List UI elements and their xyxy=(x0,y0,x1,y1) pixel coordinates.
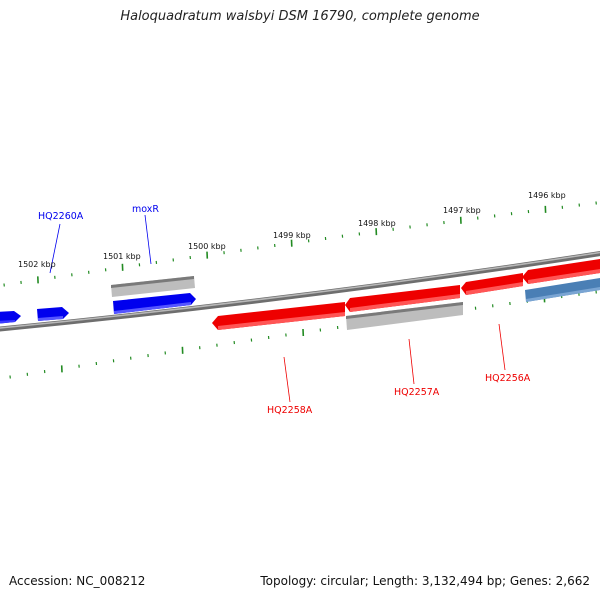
leader-hq2260a xyxy=(49,223,61,274)
genome-backbone xyxy=(0,251,600,332)
scale-label-1497: 1497 kbp xyxy=(443,206,481,215)
gene-pseudo-moxr-gray[interactable] xyxy=(111,276,195,297)
scale-label-1501: 1501 kbp xyxy=(103,252,141,261)
gene-reverse-right[interactable] xyxy=(522,259,600,284)
accession-text: Accession: NC_008212 xyxy=(9,574,146,588)
scale-label-1499: 1499 kbp xyxy=(273,231,311,240)
topology-text: Topology: circular; Length: 3,132,494 bp… xyxy=(260,574,590,588)
gene-label-hq2258a[interactable]: HQ2258A xyxy=(267,405,313,416)
genome-title: Haloquadratum walsbyi DSM 16790, complet… xyxy=(120,9,480,24)
gene-label-moxr[interactable]: moxR xyxy=(132,204,159,215)
gene-reverse-hq2258a[interactable] xyxy=(212,302,345,330)
leader-moxr xyxy=(144,214,152,265)
scale-label-1496: 1496 kbp xyxy=(528,191,566,200)
leader-hq2256a xyxy=(498,323,506,371)
gene-label-hq2257a[interactable]: HQ2257A xyxy=(394,387,440,398)
lower-tick-track xyxy=(9,290,597,379)
gene-steelblue-right[interactable] xyxy=(525,278,600,302)
gene-label-hq2260a[interactable]: HQ2260A xyxy=(38,211,84,222)
gene-reverse-hq2256a[interactable] xyxy=(461,273,523,295)
gene-forward-moxr[interactable] xyxy=(113,293,196,314)
gene-pseudo-hq2257a-gray[interactable] xyxy=(346,302,463,330)
scale-label-1500: 1500 kbp xyxy=(188,242,226,251)
gene-forward-hq2260a[interactable] xyxy=(37,307,69,321)
upper-tick-track xyxy=(3,201,597,287)
leader-hq2258a xyxy=(283,356,291,403)
gene-forward-1[interactable] xyxy=(0,311,21,324)
scale-label-1502: 1502 kbp xyxy=(18,260,56,269)
leader-hq2257a xyxy=(408,338,415,385)
gene-reverse-hq2257a[interactable] xyxy=(345,285,460,312)
gene-label-hq2256a[interactable]: HQ2256A xyxy=(485,373,531,384)
scale-label-1498: 1498 kbp xyxy=(358,219,396,228)
